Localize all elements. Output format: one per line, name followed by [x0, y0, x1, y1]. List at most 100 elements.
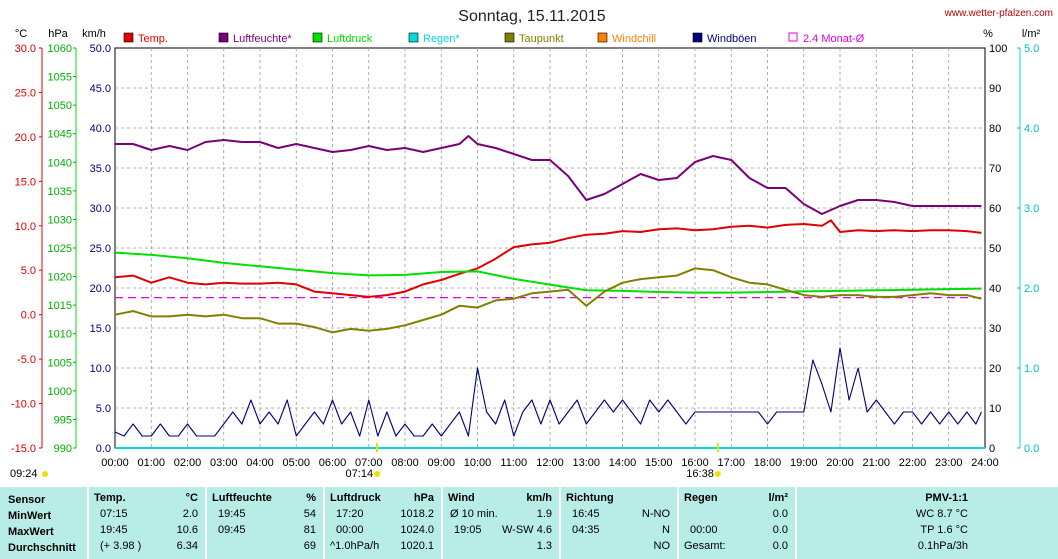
label-min: MinWert: [8, 510, 52, 522]
press-title: Luftdruck: [330, 492, 381, 504]
stats-humidity: Luftfeuchte % 19:45 54 09:45 81 69: [212, 487, 318, 559]
x-tick: 01:00: [137, 457, 165, 469]
hum-axis-tick: 0: [989, 443, 995, 455]
legend-swatch-dew: [504, 32, 515, 43]
x-tick: 05:00: [282, 457, 310, 469]
temp-min-value: 2.0: [182, 508, 198, 520]
legend-label-hum: Luftfeuchte*: [233, 33, 292, 45]
wind-axis-tick: 20.0: [90, 283, 111, 295]
wind-max-value: 4.6: [536, 524, 552, 536]
series-dew: [114, 267, 982, 334]
pmv-title: PMV-1:1: [925, 492, 968, 504]
wind-axis-tick: 30.0: [90, 203, 111, 215]
temp-title: Temp.: [94, 492, 126, 504]
unit-wind: km/h: [82, 28, 106, 40]
label-avg: Durchschnitt: [8, 542, 76, 554]
chart-title: Sonntag, 15.11.2015: [458, 8, 605, 25]
legend-label-windchill: Windchill: [612, 33, 656, 45]
x-tick: 15:00: [645, 457, 673, 469]
legend-label-dew: Taupunkt: [519, 33, 564, 45]
hum-axis-tick: 100: [989, 43, 1007, 55]
hum-axis-tick: 90: [989, 83, 1001, 95]
label-max: MaxWert: [8, 526, 54, 538]
press-axis-tick: 995: [54, 414, 72, 426]
sun-time-label: 09:24: [10, 468, 38, 480]
legend-swatch-hum: [218, 32, 229, 43]
rain-max-time: 00:00: [690, 524, 718, 536]
press-axis-tick: 1050: [48, 100, 72, 112]
legend-label-rain: Regen*: [423, 33, 460, 45]
legend-label-temp: Temp.: [138, 33, 168, 45]
press-max-value: 1024.0: [400, 524, 434, 536]
press-axis-tick: 1000: [48, 386, 72, 398]
x-tick: 17:00: [717, 457, 745, 469]
press-min-time: 17:20: [336, 508, 364, 520]
unit-rain: l/m²: [1022, 28, 1041, 40]
rain-axis-tick: 0.0: [1024, 443, 1039, 455]
legend-swatch-press: [312, 32, 323, 43]
press-avg-note: ^1.0hPa/h: [330, 540, 380, 552]
separator: [677, 487, 679, 559]
press-axis-tick: 1005: [48, 357, 72, 369]
hum-axis-tick: 60: [989, 203, 1001, 215]
temp-axis-tick: 20.0: [15, 132, 36, 144]
temp-avg-value: 6.34: [176, 540, 198, 552]
hum-unit: %: [306, 492, 316, 504]
x-tick: 14:00: [609, 457, 637, 469]
x-tick: 08:00: [391, 457, 419, 469]
separator: [559, 487, 561, 559]
rain-min-value: 0.0: [772, 508, 788, 520]
x-tick: 12:00: [536, 457, 564, 469]
x-tick: 11:00: [500, 457, 527, 469]
site-url[interactable]: www.wetter-pfalzen.com: [944, 8, 1053, 19]
dir-min-time: 16:45: [572, 508, 600, 520]
x-tick: 03:00: [210, 457, 238, 469]
press-axis-tick: 1030: [48, 214, 72, 226]
stats-direction: Richtung 16:45 N-NO 04:35 N NO: [566, 487, 672, 559]
temp-axis-tick: -15.0: [11, 443, 36, 455]
rain-max-value: 0.0: [772, 524, 788, 536]
sun-icon: [374, 471, 381, 477]
x-tick: 19:00: [790, 457, 818, 469]
separator: [323, 487, 325, 559]
wind-title: Wind: [448, 492, 475, 504]
stats-temp: Temp. °C 07:15 2.0 19:45 10.6 (+ 3.98 ) …: [94, 487, 200, 559]
rain-axis-tick: 3.0: [1024, 203, 1039, 215]
legend-label-avg: 2.4 Monat-Ø: [803, 33, 865, 45]
x-tick: 21:00: [862, 457, 890, 469]
x-tick: 06:00: [319, 457, 347, 469]
press-axis-tick: 1035: [48, 186, 72, 198]
hum-min-time: 19:45: [218, 508, 246, 520]
temp-unit: °C: [185, 492, 198, 504]
stats-pmv: PMV-1:1 WC 8.7 °C TP 1.6 °C 0.1hPa/3h: [802, 487, 968, 559]
stats-labels: Sensor MinWert MaxWert Durchschnitt: [8, 487, 88, 559]
separator: [205, 487, 207, 559]
stats-panel: Sensor MinWert MaxWert Durchschnitt Temp…: [0, 487, 1058, 559]
unit-temp: °C: [15, 28, 27, 40]
y-axes: 30.0 25.0 20.0 15.0 10.0 5.0 0.0 -5.0 -10.0 -15.0…: [11, 43, 1039, 455]
dir-title: Richtung: [566, 492, 614, 504]
rain-unit: l/m²: [768, 492, 788, 504]
legend-swatch-gust: [692, 32, 703, 43]
grid: [114, 47, 986, 449]
pmv-max: TP 1.6 °C: [920, 524, 968, 536]
unit-hum: %: [983, 28, 993, 40]
x-tick: 07:00: [355, 457, 383, 469]
press-axis-tick: 1015: [48, 300, 72, 312]
rain-axis-tick: 4.0: [1024, 123, 1039, 135]
x-tick: 24:00: [971, 457, 999, 469]
series-press: [114, 251, 982, 294]
hum-axis-tick: 30: [989, 323, 1001, 335]
press-max-time: 00:00: [336, 524, 364, 536]
temp-axis-tick: 25.0: [15, 87, 36, 99]
hum-axis-tick: 80: [989, 123, 1001, 135]
temp-axis-tick: 0.0: [21, 310, 36, 322]
wind-unit: km/h: [526, 492, 552, 504]
press-axis-tick: 1060: [48, 43, 72, 55]
legend-swatch-rain: [408, 32, 419, 43]
hum-axis-tick: 40: [989, 283, 1001, 295]
pmv-min: WC 8.7 °C: [915, 508, 968, 520]
stats-pressure: Luftdruck hPa 17:20 1018.2 00:00 1024.0 …: [330, 487, 436, 559]
sun-markers: 09:24 07:14 16:38: [10, 443, 721, 480]
press-axis-tick: 1055: [48, 72, 72, 84]
